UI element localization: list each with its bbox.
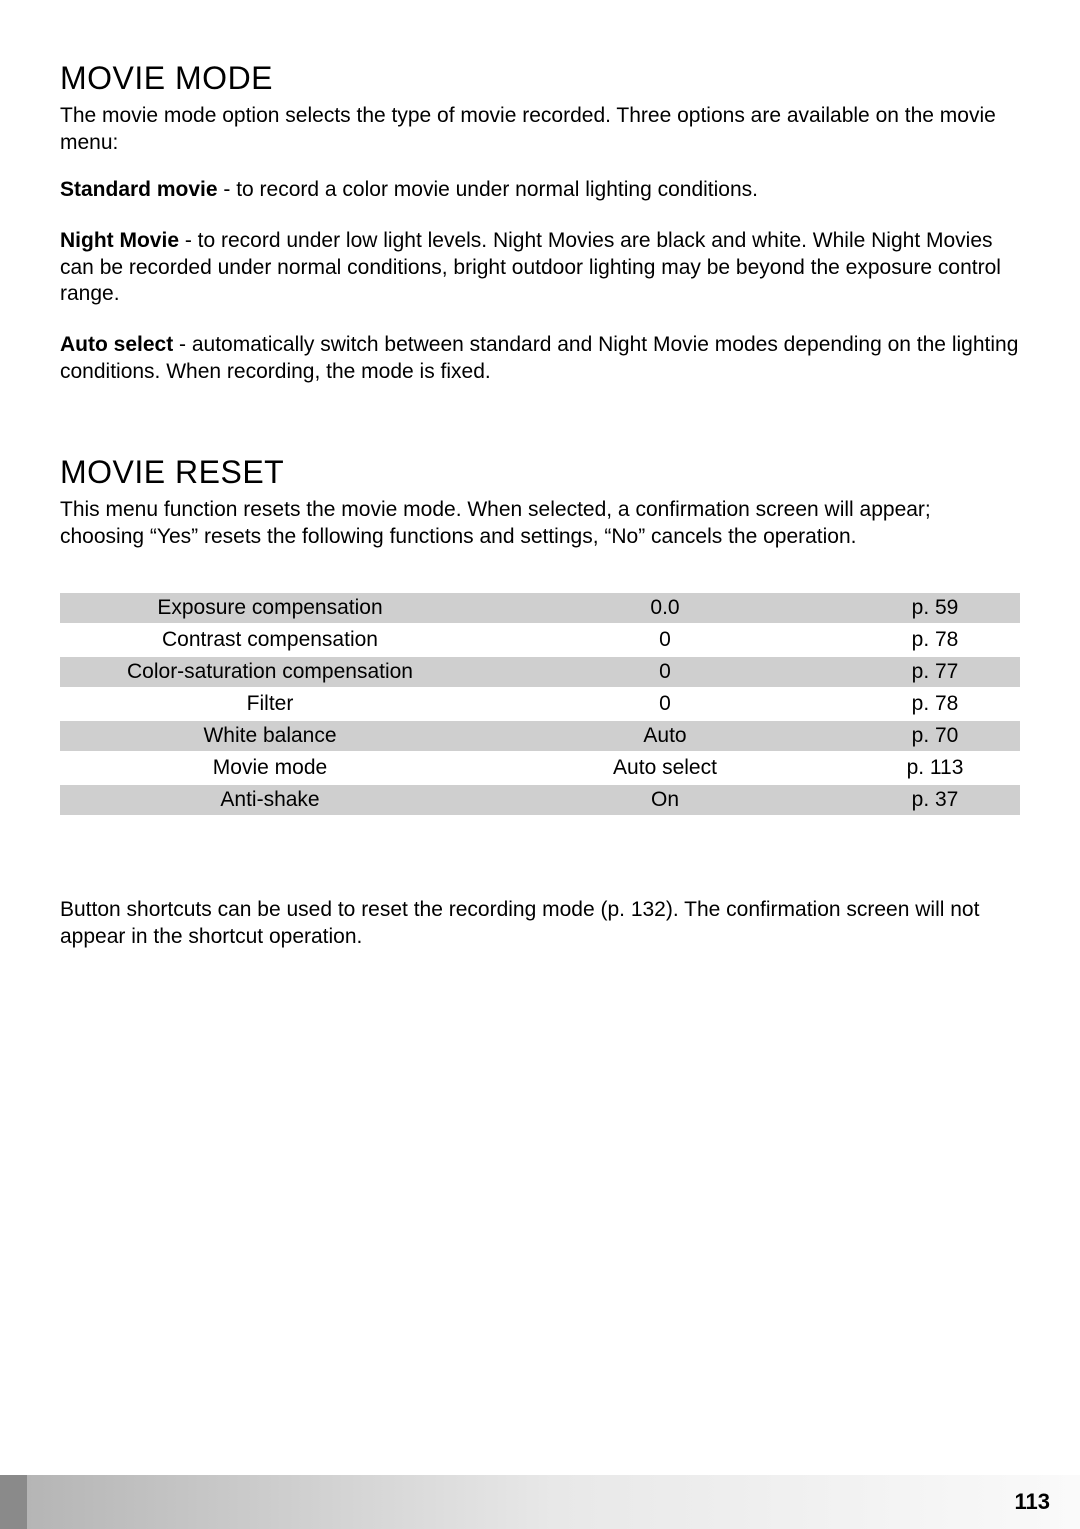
table-cell-page: p. 37 bbox=[850, 785, 1020, 815]
table-row: Filter0p. 78 bbox=[60, 689, 1020, 719]
footer-bar-gradient bbox=[27, 1475, 1080, 1529]
night-movie-text: - to record under low light levels. Nigh… bbox=[60, 229, 1001, 306]
footer-bar-dark bbox=[0, 1475, 27, 1529]
table-cell-page: p. 113 bbox=[850, 753, 1020, 783]
page-footer: 113 bbox=[0, 1475, 1080, 1529]
page-number: 113 bbox=[1015, 1489, 1051, 1515]
reset-defaults-table: Exposure compensation0.0p. 59Contrast co… bbox=[60, 591, 1020, 817]
night-movie-paragraph: Night Movie - to record under low light … bbox=[60, 228, 1020, 309]
table-cell-setting: White balance bbox=[60, 721, 480, 751]
table-cell-setting: Color-saturation compensation bbox=[60, 657, 480, 687]
table-cell-page: p. 78 bbox=[850, 689, 1020, 719]
table-row: Contrast compensation0p. 78 bbox=[60, 625, 1020, 655]
auto-select-paragraph: Auto select - automatically switch betwe… bbox=[60, 332, 1020, 386]
table-cell-value: 0 bbox=[480, 625, 850, 655]
movie-reset-intro: This menu function resets the movie mode… bbox=[60, 497, 1020, 551]
night-movie-label: Night Movie bbox=[60, 229, 179, 252]
table-row: Exposure compensation0.0p. 59 bbox=[60, 593, 1020, 623]
section-gap bbox=[60, 410, 1020, 454]
table-row: White balanceAutop. 70 bbox=[60, 721, 1020, 751]
reset-defaults-tbody: Exposure compensation0.0p. 59Contrast co… bbox=[60, 593, 1020, 815]
table-cell-value: On bbox=[480, 785, 850, 815]
table-row: Color-saturation compensation0p. 77 bbox=[60, 657, 1020, 687]
table-cell-setting: Exposure compensation bbox=[60, 593, 480, 623]
table-row: Anti-shakeOnp. 37 bbox=[60, 785, 1020, 815]
table-cell-page: p. 77 bbox=[850, 657, 1020, 687]
table-cell-setting: Anti-shake bbox=[60, 785, 480, 815]
standard-movie-paragraph: Standard movie - to record a color movie… bbox=[60, 177, 1020, 204]
table-cell-value: 0 bbox=[480, 689, 850, 719]
table-cell-value: 0 bbox=[480, 657, 850, 687]
table-cell-page: p. 78 bbox=[850, 625, 1020, 655]
manual-page: MOVIE MODE The movie mode option selects… bbox=[0, 0, 1080, 1529]
table-cell-page: p. 59 bbox=[850, 593, 1020, 623]
table-cell-setting: Contrast compensation bbox=[60, 625, 480, 655]
auto-select-label: Auto select bbox=[60, 333, 173, 356]
table-cell-value: Auto bbox=[480, 721, 850, 751]
table-cell-page: p. 70 bbox=[850, 721, 1020, 751]
standard-movie-text: - to record a color movie under normal l… bbox=[218, 178, 758, 201]
movie-reset-footnote: Button shortcuts can be used to reset th… bbox=[60, 897, 1020, 951]
table-cell-value: 0.0 bbox=[480, 593, 850, 623]
auto-select-text: - automatically switch between standard … bbox=[60, 333, 1018, 383]
table-row: Movie modeAuto selectp. 113 bbox=[60, 753, 1020, 783]
table-cell-setting: Filter bbox=[60, 689, 480, 719]
movie-mode-intro: The movie mode option selects the type o… bbox=[60, 103, 1020, 157]
table-cell-setting: Movie mode bbox=[60, 753, 480, 783]
standard-movie-label: Standard movie bbox=[60, 178, 218, 201]
movie-mode-heading: MOVIE MODE bbox=[60, 60, 1020, 97]
table-cell-value: Auto select bbox=[480, 753, 850, 783]
movie-reset-heading: MOVIE RESET bbox=[60, 454, 1020, 491]
